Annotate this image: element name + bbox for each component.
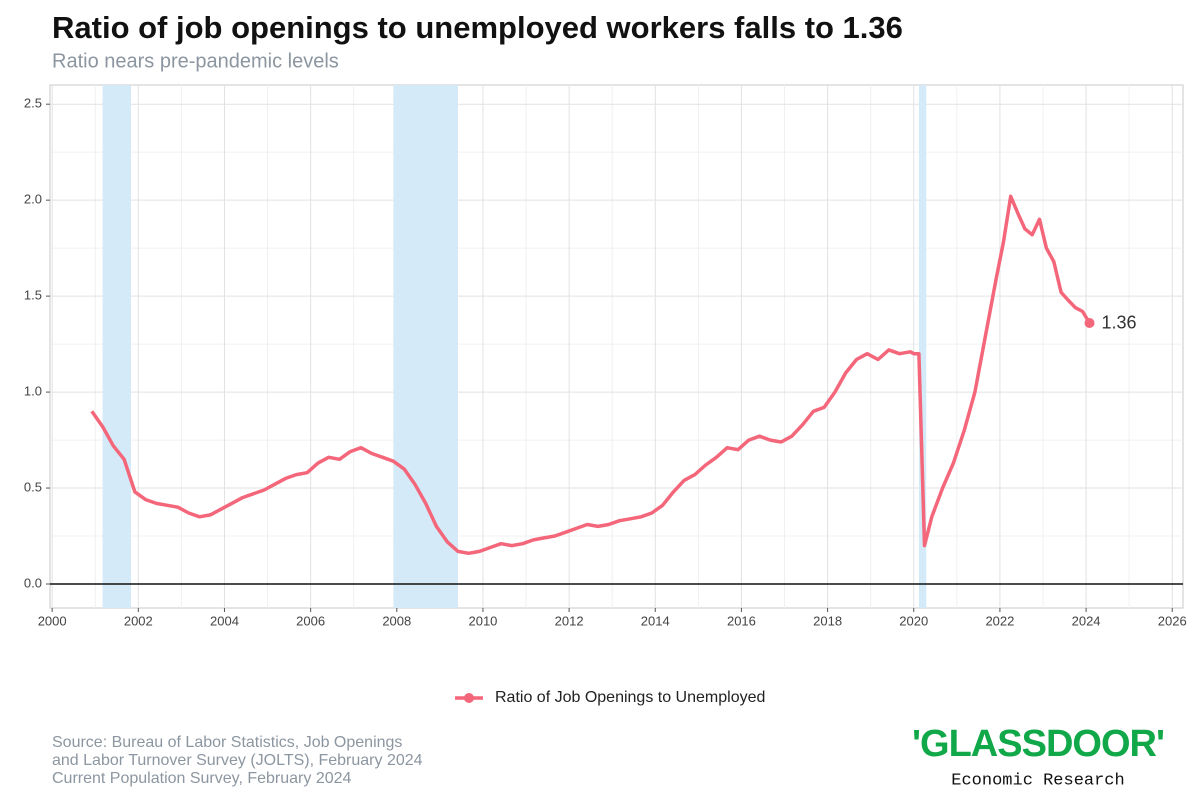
x-tick-label: 2016 [727, 613, 756, 628]
x-tick-label: 2022 [985, 613, 1014, 628]
recession-band [102, 85, 131, 608]
logo: 'GLASSDOOR' [912, 723, 1164, 765]
source-line: Source: Bureau of Labor Statistics, Job … [52, 734, 402, 751]
recession-band [393, 85, 458, 608]
source-line: and Labor Turnover Survey (JOLTS), Febru… [52, 752, 423, 769]
y-tick-label: 0.5 [24, 479, 42, 494]
x-tick-label: 2008 [382, 613, 411, 628]
y-tick-label: 2.5 [24, 96, 42, 111]
x-tick-label: 2002 [124, 613, 153, 628]
chart-subtitle: Ratio nears pre-pandemic levels [52, 50, 339, 72]
x-tick-label: 2004 [210, 613, 239, 628]
data-line [90, 194, 1092, 556]
source-line: Current Population Survey, February 2024 [52, 770, 352, 787]
legend-label: Ratio of Job Openings to Unemployed [495, 689, 765, 706]
x-tick-label: 2024 [1072, 613, 1101, 628]
end-label: 1.36 [1102, 313, 1137, 333]
x-tick-label: 2010 [468, 613, 497, 628]
chart-title: Ratio of job openings to unemployed work… [52, 10, 903, 45]
x-tick-label: 2026 [1158, 613, 1187, 628]
x-tick-label: 2020 [899, 613, 928, 628]
x-tick-label: 2000 [38, 613, 67, 628]
x-tick-label: 2014 [641, 613, 670, 628]
x-tick-label: 2012 [555, 613, 584, 628]
logo-subtitle: Economic Research [951, 771, 1124, 790]
x-tick-label: 2006 [296, 613, 325, 628]
source: Source: Bureau of Labor Statistics, Job … [52, 734, 423, 787]
x-tick-label: 2018 [813, 613, 842, 628]
end-point [1084, 317, 1095, 328]
y-tick-label: 0.0 [24, 575, 42, 590]
y-tick-label: 1.0 [24, 384, 42, 399]
y-tick-label: 2.0 [24, 192, 42, 207]
y-tick-label: 1.5 [24, 288, 42, 303]
plot-background [49, 84, 1184, 609]
legend-marker [464, 693, 474, 703]
recession-band [918, 85, 927, 608]
